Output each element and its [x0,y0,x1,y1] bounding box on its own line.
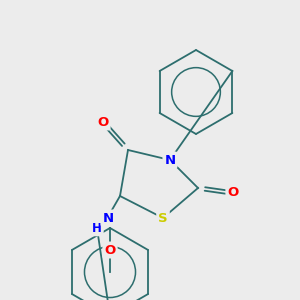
Text: N: N [164,154,175,166]
Text: O: O [98,116,109,128]
Text: O: O [227,187,239,200]
Text: S: S [158,212,168,224]
Text: O: O [104,244,116,256]
Text: N: N [102,212,114,224]
Text: H: H [92,221,102,235]
